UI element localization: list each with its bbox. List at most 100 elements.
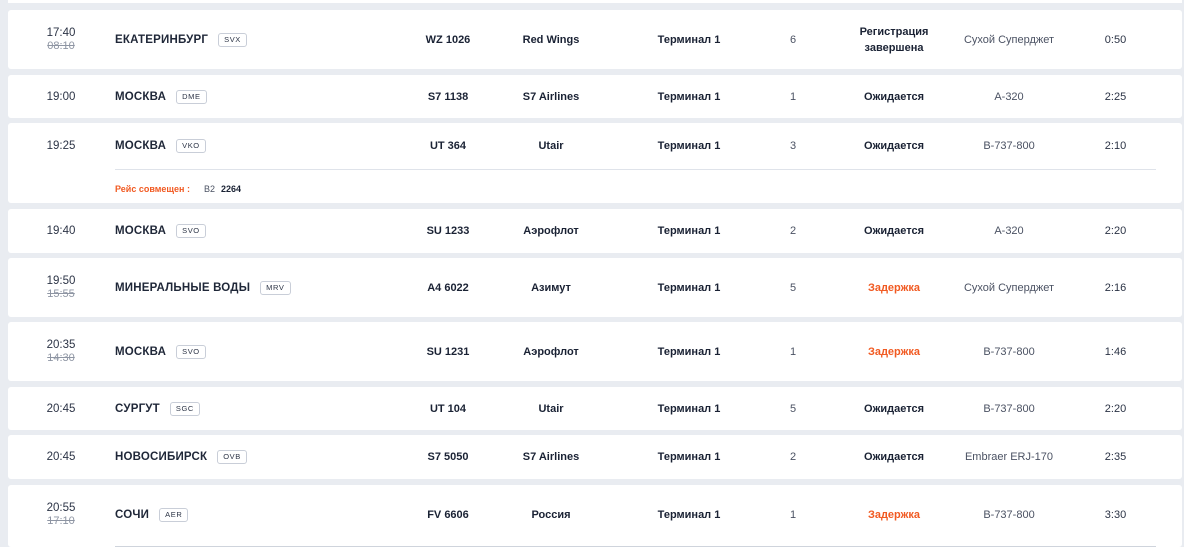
flight-status: Регистрация завершена <box>859 25 929 54</box>
terminal: Терминал 1 <box>657 451 721 463</box>
destination-cell: МОСКВА SVO <box>115 209 405 253</box>
destination-city: МОСКВА <box>115 225 167 237</box>
destination-city: ЕКАТЕРИНБУРГ <box>115 33 209 46</box>
destination-cell: СОЧИ AER <box>115 485 405 544</box>
scheduled-time: 17:10 <box>47 515 75 527</box>
iata-badge: AER <box>159 507 189 522</box>
actual-time: 20:45 <box>46 451 76 463</box>
flight-row[interactable]: 20:45 СУРГУТ SGC UT 104 Utair Терминал 1… <box>8 387 1182 430</box>
airline: Utair <box>538 140 564 152</box>
destination-city: СОЧИ <box>115 508 150 521</box>
flight-duration: 2:20 <box>1104 402 1127 415</box>
time-cell: 20:45 <box>20 387 102 430</box>
flight-row[interactable]: 17:40 08:10 ЕКАТЕРИНБУРГ SVX WZ 1026 Red… <box>8 10 1182 69</box>
aircraft-type: A-320 <box>994 90 1024 103</box>
time-cell: 17:40 08:10 <box>20 10 102 69</box>
flight-status: Ожидается <box>864 451 924 463</box>
flight-row[interactable]: 19:25 МОСКВА VKO UT 364 Utair Терминал 1… <box>8 123 1182 203</box>
terminal: Терминал 1 <box>657 90 721 103</box>
flight-status: Ожидается <box>864 140 924 152</box>
iata-badge: MRV <box>260 280 291 295</box>
destination-city: СУРГУТ <box>115 402 160 415</box>
airline: Азимут <box>531 281 571 294</box>
iata-badge: SVO <box>176 344 206 359</box>
flight-status: Ожидается <box>864 225 924 237</box>
destination-city: МОСКВА <box>115 90 167 103</box>
flight-row[interactable]: 20:45 НОВОСИБИРСК OVB S7 5050 S7 Airline… <box>8 435 1182 479</box>
terminal: Терминал 1 <box>657 140 721 152</box>
terminal: Терминал 1 <box>657 402 721 415</box>
actual-time: 19:50 <box>46 275 76 287</box>
terminal: Терминал 1 <box>657 345 721 358</box>
terminal: Терминал 1 <box>657 281 721 294</box>
scheduled-time: 08:10 <box>47 40 75 52</box>
flight-row[interactable]: 20:35 14:30 МОСКВА SVO SU 1231 Аэрофлот … <box>8 322 1182 381</box>
gate-number: 6 <box>789 33 797 46</box>
iata-badge: OVB <box>217 450 247 464</box>
codeshare-text: Рейс совмещен : B2 2264 <box>115 183 241 195</box>
time-cell: 19:40 <box>20 209 102 253</box>
flight-duration: 2:25 <box>1104 90 1127 103</box>
scheduled-time: 14:30 <box>47 352 75 364</box>
destination-city: НОВОСИБИРСК <box>115 451 208 463</box>
aircraft-type: A-320 <box>994 225 1024 237</box>
iata-badge: DME <box>176 89 207 104</box>
time-cell: 20:35 14:30 <box>20 322 102 381</box>
airline: S7 Airlines <box>522 90 580 103</box>
flight-duration: 2:16 <box>1104 281 1127 294</box>
time-cell: 19:00 <box>20 75 102 118</box>
codeshare-flight-number: 2264 <box>220 184 241 194</box>
flight-row[interactable]: 19:00 МОСКВА DME S7 1138 S7 Airlines Тер… <box>8 75 1182 118</box>
flight-row[interactable]: 20:55 17:10 СОЧИ AER FV 6606 Россия Терм… <box>8 485 1182 547</box>
aircraft-type: B-737-800 <box>983 140 1035 152</box>
iata-badge: VKO <box>176 139 206 153</box>
destination-cell: МИНЕРАЛЬНЫЕ ВОДЫ MRV <box>115 258 405 317</box>
destination-cell: НОВОСИБИРСК OVB <box>115 435 405 479</box>
destination-cell: МОСКВА DME <box>115 75 405 118</box>
time-cell: 19:25 <box>20 123 102 169</box>
flight-number: UT 104 <box>429 402 467 415</box>
gate-number: 2 <box>789 225 797 237</box>
destination-cell: МОСКВА SVO <box>115 322 405 381</box>
airline: Red Wings <box>522 33 580 46</box>
codeshare-info: Рейс совмещен : B2 2264 <box>8 169 1182 203</box>
terminal: Терминал 1 <box>657 33 721 46</box>
gate-number: 5 <box>789 281 797 294</box>
flight-number: SU 1233 <box>426 225 470 237</box>
gate-number: 1 <box>789 90 797 103</box>
flight-duration: 0:50 <box>1104 33 1127 46</box>
flight-number: SU 1231 <box>426 345 470 358</box>
codeshare-airline-code: B2 <box>203 184 215 194</box>
actual-time: 19:00 <box>46 90 76 103</box>
flight-duration: 2:35 <box>1104 451 1127 463</box>
flight-row[interactable]: 19:40 МОСКВА SVO SU 1233 Аэрофлот Термин… <box>8 209 1182 253</box>
airline: Utair <box>538 402 564 415</box>
departures-board: 17:40 08:10 ЕКАТЕРИНБУРГ SVX WZ 1026 Red… <box>8 0 1182 547</box>
airline: Аэрофлот <box>523 345 579 358</box>
actual-time: 17:40 <box>46 27 76 39</box>
flight-duration: 1:46 <box>1104 345 1127 358</box>
iata-badge: SVO <box>176 224 206 238</box>
flight-status: Задержка <box>867 508 921 521</box>
flight-row[interactable]: 19:50 15:55 МИНЕРАЛЬНЫЕ ВОДЫ MRV A4 6022… <box>8 258 1182 317</box>
time-cell: 20:55 17:10 <box>20 485 102 544</box>
time-cell: 19:50 15:55 <box>20 258 102 317</box>
destination-cell: МОСКВА VKO <box>115 123 405 169</box>
aircraft-type: B-737-800 <box>983 508 1035 521</box>
aircraft-type: Сухой Суперджет <box>963 281 1055 294</box>
gate-number: 1 <box>789 345 797 358</box>
divider <box>115 169 1156 170</box>
flight-number: UT 364 <box>429 140 467 152</box>
airline: Аэрофлот <box>523 225 579 237</box>
flight-duration: 2:20 <box>1104 225 1127 237</box>
flight-status: Ожидается <box>864 90 924 103</box>
iata-badge: SVX <box>218 32 247 47</box>
iata-badge: SGC <box>169 401 200 416</box>
time-cell: 20:45 <box>20 435 102 479</box>
flight-status: Задержка <box>867 281 921 294</box>
destination-cell: СУРГУТ SGC <box>115 387 405 430</box>
actual-time: 20:35 <box>46 339 76 351</box>
codeshare-label: Рейс совмещен : <box>115 184 190 194</box>
flight-number: A4 6022 <box>427 281 469 294</box>
aircraft-type: B-737-800 <box>983 402 1035 415</box>
